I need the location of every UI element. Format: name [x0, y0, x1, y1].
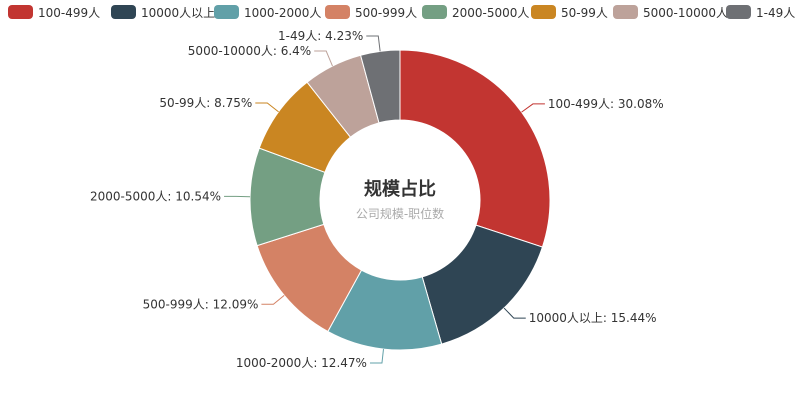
slice-label: 500-999人: 12.09% [143, 297, 259, 311]
legend-swatch [325, 5, 350, 19]
leader-line [369, 349, 384, 364]
legend-swatch [531, 5, 556, 19]
leader-line [255, 102, 279, 113]
legend-label: 2000-5000人 [452, 5, 530, 20]
leader-line [261, 294, 285, 305]
legend-item[interactable]: 500-999人 [325, 4, 417, 20]
legend-label: 100-499人 [38, 5, 101, 20]
legend-label: 1000-2000人 [244, 5, 322, 20]
leader-line [521, 103, 545, 113]
slice-label: 2000-5000人: 10.54% [90, 189, 221, 203]
slice-label: 50-99人: 8.75% [159, 96, 252, 110]
legend-swatch [422, 5, 447, 19]
legend-label: 1-49人 [756, 5, 796, 20]
legend-label: 5000-10000人 [643, 5, 729, 20]
legend-swatch [111, 5, 136, 19]
legend-swatch [214, 5, 239, 19]
slice-label: 10000人以上: 15.44% [529, 311, 657, 325]
legend-item[interactable]: 10000人以上 [111, 4, 215, 20]
legend-item[interactable]: 2000-5000人 [422, 4, 529, 20]
legend-swatch [726, 5, 751, 19]
pie-slice[interactable] [359, 49, 401, 124]
legend-label: 10000人以上 [141, 5, 216, 20]
legend-swatch [8, 5, 33, 19]
leader-line [314, 50, 333, 67]
slice-label: 5000-10000人: 6.4% [188, 44, 311, 58]
legend-swatch [613, 5, 638, 19]
slice-label: 100-499人: 30.08% [548, 97, 664, 111]
legend-item[interactable]: 1-49人 [726, 4, 795, 20]
chart-subtitle: 公司规模-职位数 [355, 207, 445, 221]
slice-label: 1-49人: 4.23% [278, 29, 363, 43]
legend-item[interactable]: 100-499人 [8, 4, 100, 20]
legend-item[interactable]: 1000-2000人 [214, 4, 321, 20]
leader-line [503, 307, 526, 319]
pie-slice[interactable] [421, 224, 544, 345]
leader-line [366, 35, 381, 52]
chart-legend: 100-499人 10000人以上 1000-2000人 500-999人 2000-5… [0, 0, 800, 26]
pie-slice[interactable] [399, 49, 551, 248]
legend-label: 500-999人 [355, 5, 418, 20]
legend-item[interactable]: 5000-10000人 [613, 4, 728, 20]
legend-item[interactable]: 50-99人 [531, 4, 608, 20]
legend-label: 50-99人 [561, 5, 608, 20]
slice-label: 1000-2000人: 12.47% [236, 356, 367, 370]
chart-title: 规模占比 [364, 179, 436, 200]
